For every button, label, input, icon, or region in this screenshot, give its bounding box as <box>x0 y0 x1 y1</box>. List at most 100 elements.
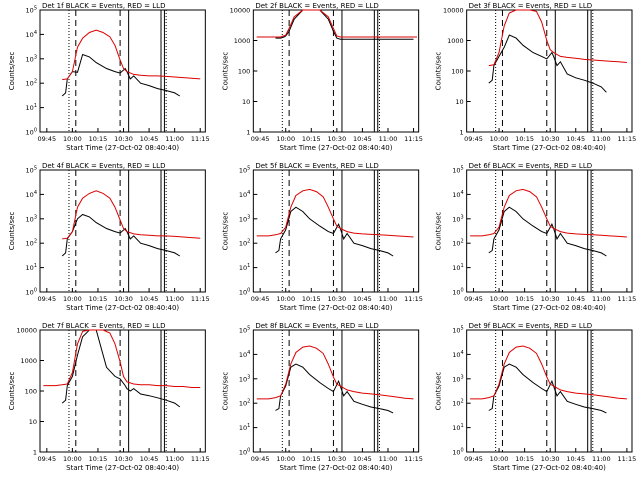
x-tick-label: 10:30 <box>114 135 133 143</box>
x-tick-label: 10:00 <box>63 135 82 143</box>
y-tick-label: 102 <box>26 79 37 88</box>
x-tick-label: 11:15 <box>191 135 210 143</box>
y-axis-label: Counts/sec <box>8 372 16 411</box>
y-tick-label: 100 <box>451 68 463 76</box>
x-tick-label: 10:15 <box>515 455 534 463</box>
x-axis-label: Start Time (27-Oct-02 08:40:40) <box>280 304 393 312</box>
y-tick-label: 101 <box>452 423 463 432</box>
panel-title: Det 6f BLACK = Events, RED = LLD <box>469 162 592 170</box>
y-tick-label: 105 <box>239 166 250 175</box>
panel-title: Det 3f BLACK = Events, RED = LLD <box>469 2 592 10</box>
y-tick-label: 101 <box>26 263 37 272</box>
y-axis-label: Counts/sec <box>8 52 16 91</box>
y-tick-label: 103 <box>26 54 37 63</box>
x-tick-label: 11:15 <box>404 295 423 303</box>
x-tick-label: 09:45 <box>251 135 270 143</box>
x-tick-label: 10:00 <box>490 295 509 303</box>
y-tick-label: 103 <box>239 374 250 383</box>
detector-panel-7: Det 7f BLACK = Events, RED = LLD 1 10 100 10… <box>8 322 210 472</box>
y-tick-label: 103 <box>452 374 463 383</box>
y-tick-label: 100 <box>25 388 37 396</box>
x-axis-label: Start Time (27-Oct-02 08:40:40) <box>66 144 179 152</box>
y-tick-label: 105 <box>26 166 37 175</box>
y-tick-label: 105 <box>26 6 37 15</box>
detector-panel-4: Det 4f BLACK = Events, RED = LLD 100 101 10… <box>8 162 210 312</box>
detector-panel-5: Det 5f BLACK = Events, RED = LLD 100 101 10… <box>221 162 423 312</box>
series-line-events <box>275 363 394 414</box>
y-tick-label: 103 <box>239 214 250 223</box>
y-tick-label: 104 <box>239 350 250 359</box>
plot-frame <box>466 169 633 293</box>
series-line-events <box>61 53 181 97</box>
y-tick-label: 1000 <box>447 37 464 45</box>
x-tick-label: 09:45 <box>251 295 270 303</box>
series-line-events <box>275 206 394 257</box>
series-line-lld <box>256 188 414 238</box>
x-tick-label: 10:00 <box>276 135 295 143</box>
y-tick-label: 10 <box>29 418 37 426</box>
x-tick-label: 10:15 <box>515 135 534 143</box>
x-tick-label: 09:45 <box>251 455 270 463</box>
detector-panel-9: Det 9f BLACK = Events, RED = LLD 100 101 10… <box>435 322 637 472</box>
x-tick-label: 11:15 <box>404 455 423 463</box>
series-line-events <box>488 206 607 257</box>
series-line-lld <box>43 329 201 388</box>
y-tick-label: 10000 <box>230 7 251 15</box>
x-tick-label: 10:15 <box>302 455 321 463</box>
y-axis-label: Counts/sec <box>221 52 229 91</box>
x-axis-label: Start Time (27-Oct-02 08:40:40) <box>66 464 179 472</box>
panel-title: Det 4f BLACK = Events, RED = LLD <box>42 162 165 170</box>
x-tick-label: 11:15 <box>404 135 423 143</box>
detector-panel-8: Det 8f BLACK = Events, RED = LLD 100 101 10… <box>221 322 423 472</box>
plot-frame <box>252 169 420 293</box>
x-tick-label: 11:15 <box>618 135 637 143</box>
y-tick-label: 104 <box>26 190 37 199</box>
y-tick-label: 104 <box>452 350 463 359</box>
x-tick-label: 10:15 <box>89 295 108 303</box>
plot-frame <box>252 9 420 133</box>
x-tick-label: 10:30 <box>327 135 346 143</box>
panel-title: Det 2f BLACK = Events, RED = LLD <box>255 2 378 10</box>
y-tick-label: 102 <box>26 239 37 248</box>
x-tick-label: 10:00 <box>490 135 509 143</box>
y-axis-label: Counts/sec <box>435 52 443 91</box>
x-tick-label: 11:15 <box>191 455 210 463</box>
x-tick-label: 11:00 <box>379 295 398 303</box>
x-tick-label: 11:00 <box>379 455 398 463</box>
x-tick-label: 10:45 <box>566 295 585 303</box>
series-line-lld <box>256 345 414 400</box>
y-tick-label: 101 <box>239 263 250 272</box>
x-tick-label: 09:45 <box>464 295 483 303</box>
x-tick-label: 11:00 <box>592 135 611 143</box>
x-tick-label: 10:00 <box>276 455 295 463</box>
x-tick-label: 11:00 <box>165 135 184 143</box>
x-tick-label: 11:15 <box>191 295 210 303</box>
y-tick-label: 1 <box>246 129 250 137</box>
x-tick-label: 10:15 <box>302 295 321 303</box>
detector-panel-6: Det 6f BLACK = Events, RED = LLD 100 101 10… <box>435 162 637 312</box>
y-tick-label: 100 <box>239 448 250 457</box>
x-tick-label: 10:00 <box>63 455 82 463</box>
x-tick-label: 10:45 <box>353 135 372 143</box>
y-tick-label: 101 <box>239 423 250 432</box>
y-tick-label: 100 <box>238 68 250 76</box>
y-tick-label: 105 <box>452 166 463 175</box>
plot-frame <box>466 329 633 453</box>
y-tick-label: 102 <box>452 239 463 248</box>
y-tick-label: 1 <box>460 129 464 137</box>
plot-frame <box>39 329 206 453</box>
detector-panel-1: Det 1f BLACK = Events, RED = LLD 100 101 10… <box>8 2 210 152</box>
x-tick-label: 10:00 <box>63 295 82 303</box>
x-tick-label: 09:45 <box>37 135 56 143</box>
x-axis-label: Start Time (27-Oct-02 08:40:40) <box>280 144 393 152</box>
x-tick-label: 10:30 <box>541 135 560 143</box>
y-tick-label: 1000 <box>234 37 251 45</box>
x-tick-label: 10:30 <box>541 455 560 463</box>
x-tick-label: 10:45 <box>353 455 372 463</box>
x-tick-label: 11:15 <box>618 295 637 303</box>
y-tick-label: 104 <box>26 30 37 39</box>
panel-title: Det 9f BLACK = Events, RED = LLD <box>469 322 592 330</box>
detector-panel-3: Det 3f BLACK = Events, RED = LLD 1 10 100 10… <box>435 2 637 152</box>
x-tick-label: 11:00 <box>165 295 184 303</box>
y-tick-label: 104 <box>239 190 250 199</box>
